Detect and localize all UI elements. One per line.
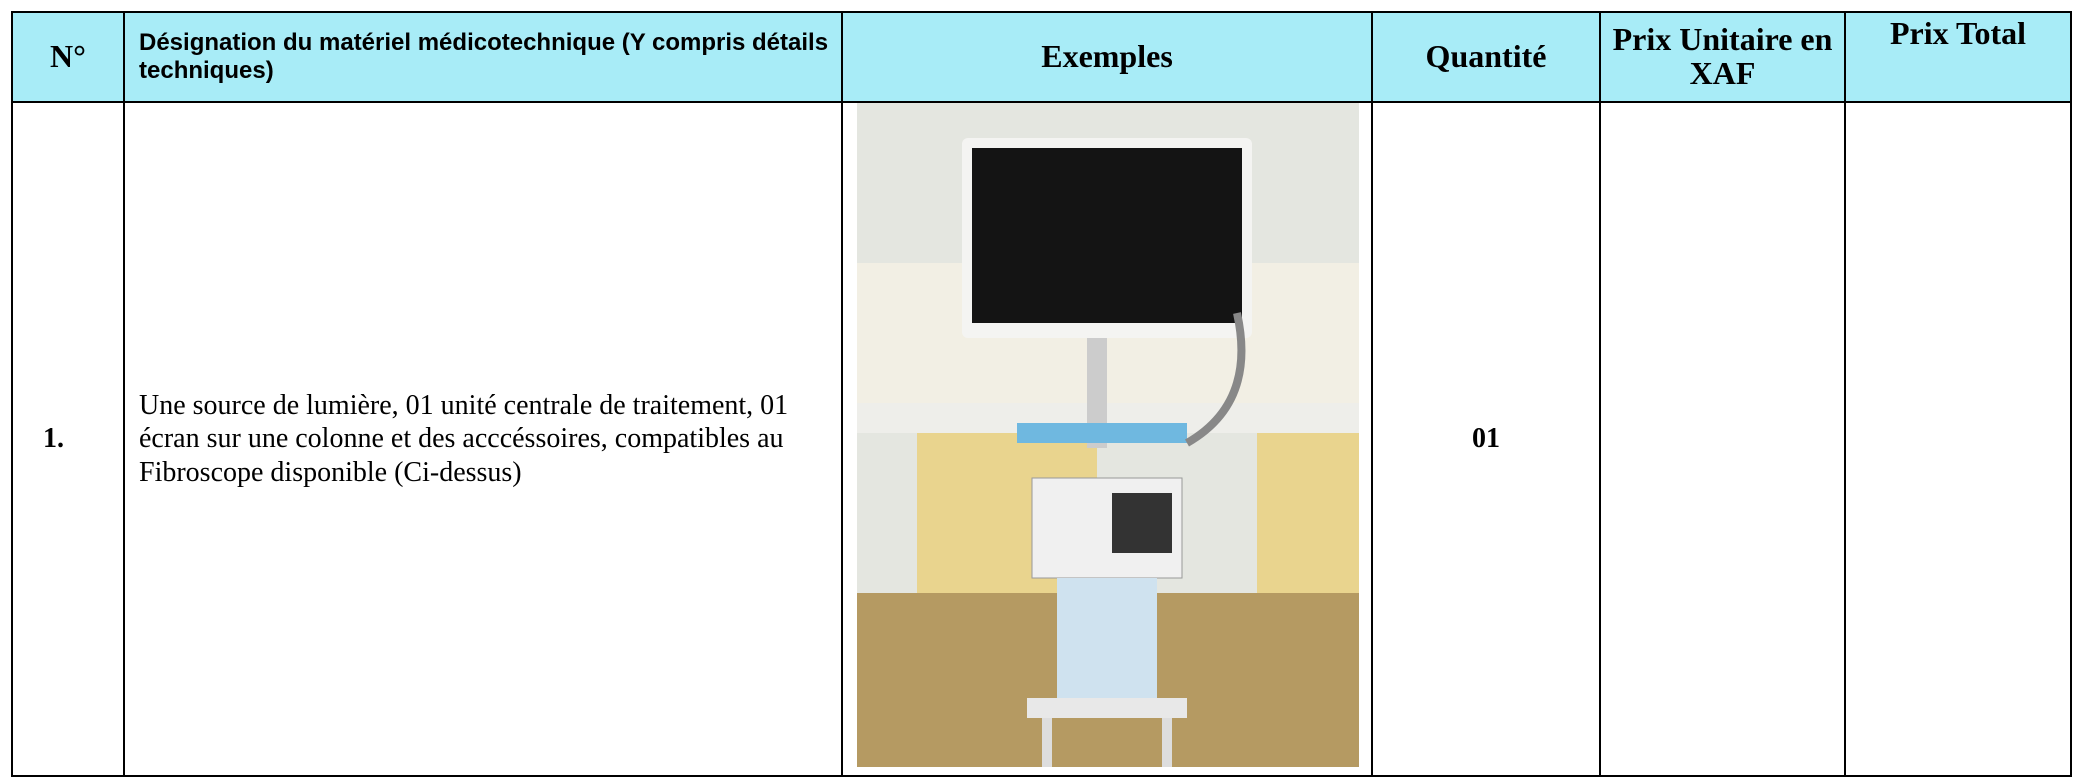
header-cell: Exemples [841, 11, 1373, 103]
equipment-table: N° Désignation du matériel médicotechniq… [11, 11, 2072, 777]
body-row: 1. Une source de lumière, 01 unité centr… [11, 101, 2072, 777]
header-cell: Désignation du matériel médicotechnique … [123, 11, 843, 103]
header-cell: Prix Unitaire en XAF [1599, 11, 1846, 103]
header-cell: Prix Total [1844, 11, 2072, 103]
header-row: N° Désignation du matériel médicotechniq… [11, 11, 2072, 103]
header-cell: Quantité [1371, 11, 1601, 103]
row-number: 1. [11, 101, 125, 777]
example-photo [857, 103, 1359, 767]
total-price [1844, 101, 2072, 777]
designation: Une source de lumière, 01 unité centrale… [123, 101, 843, 777]
example-cell [841, 101, 1373, 777]
header-cell: N° [11, 11, 125, 103]
quantity: 01 [1371, 101, 1601, 777]
unit-price [1599, 101, 1846, 777]
